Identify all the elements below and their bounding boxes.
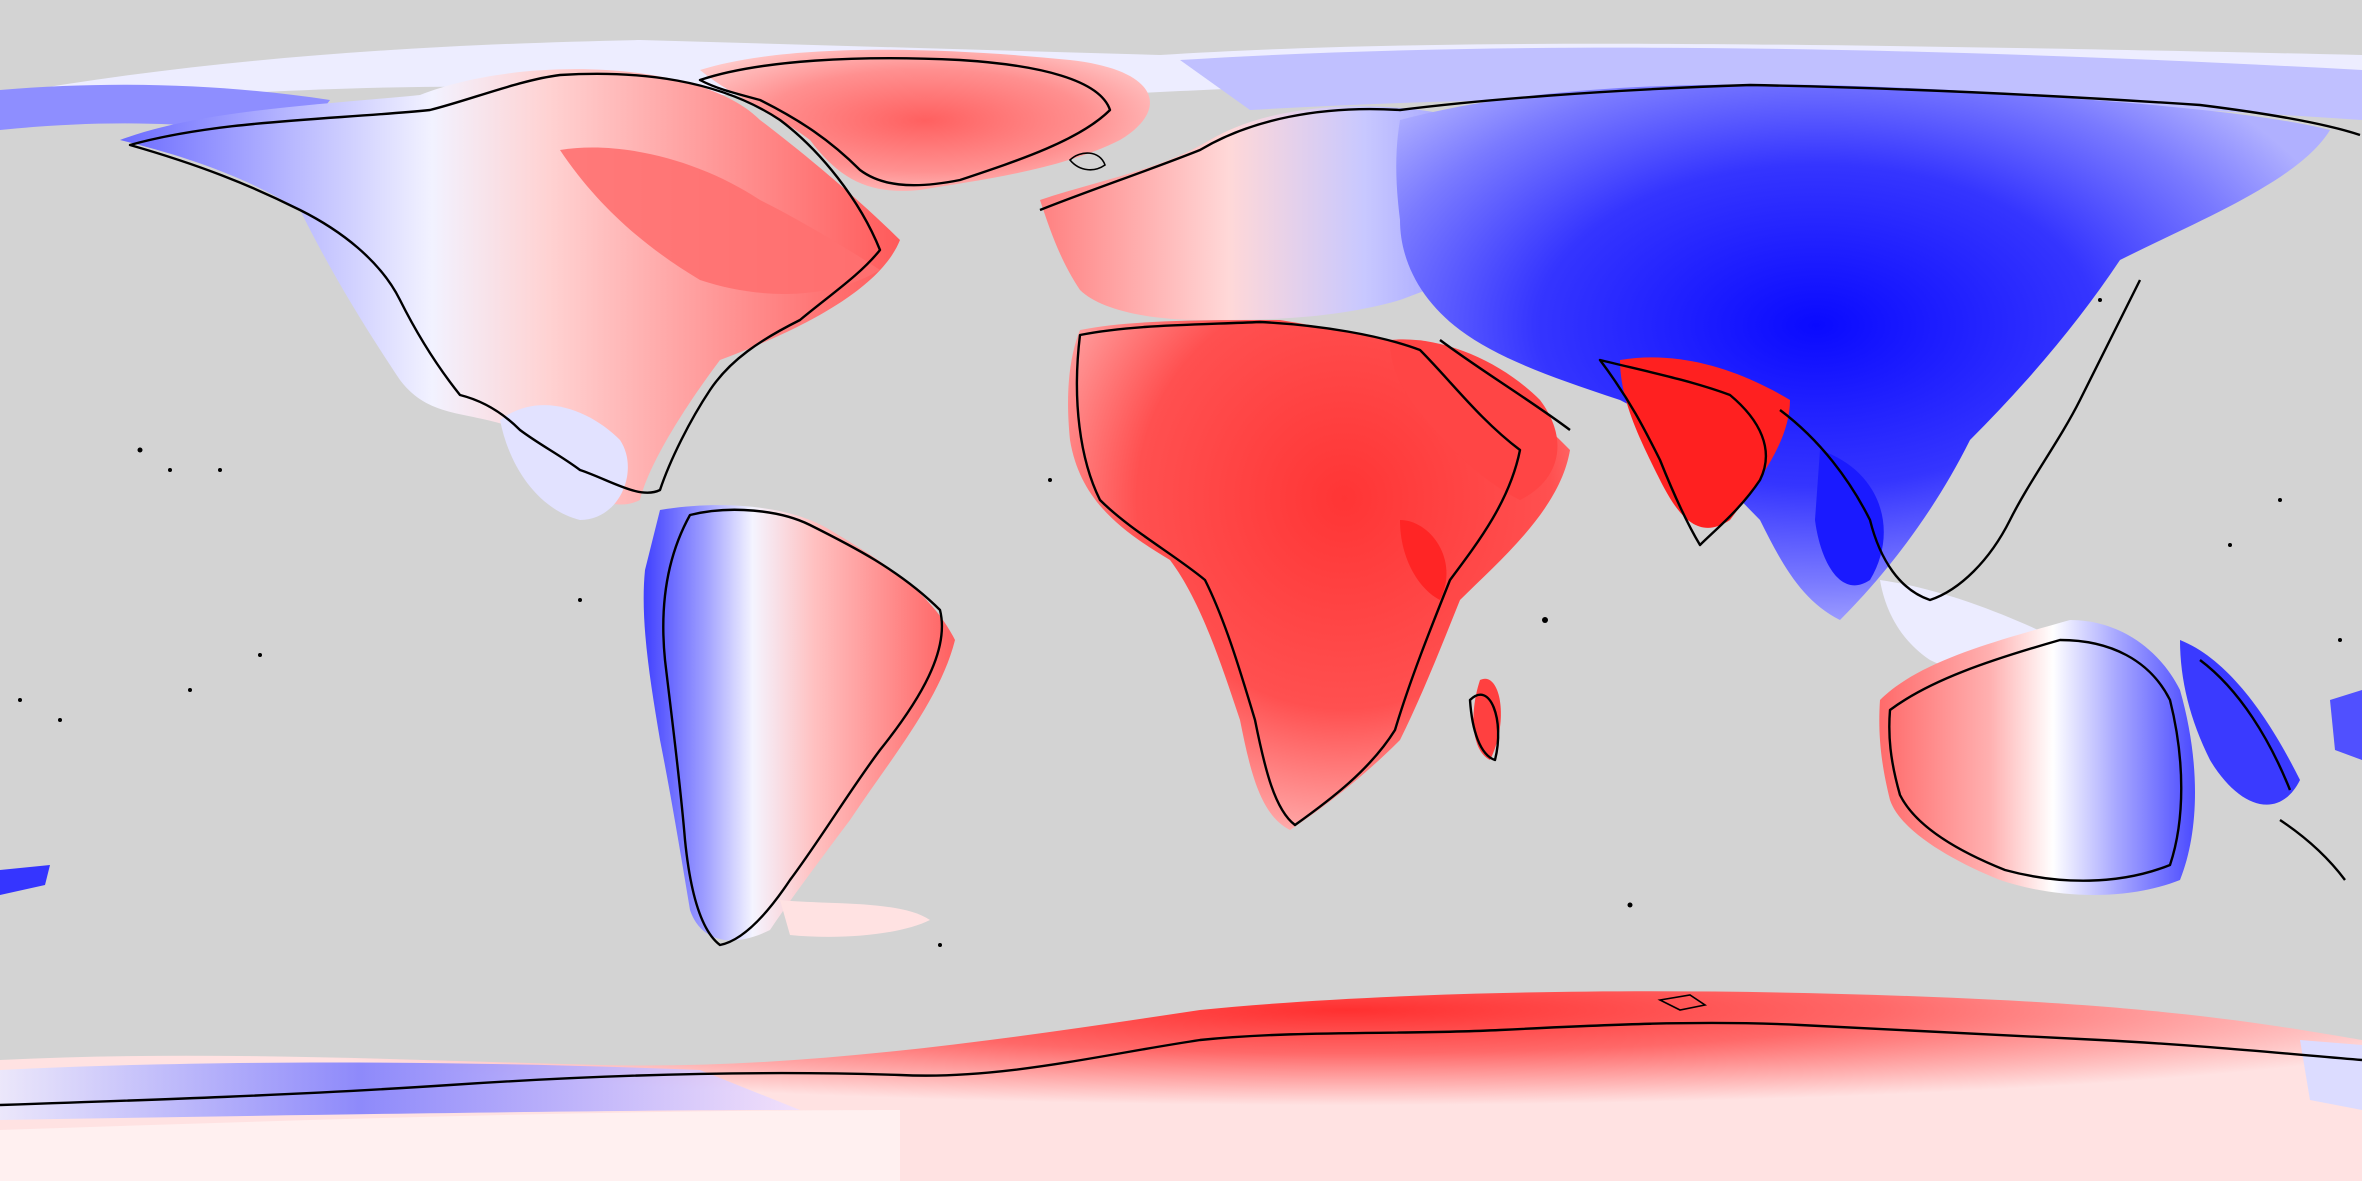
australia-field	[1879, 620, 2195, 895]
pacific-edge-patch-east	[2330, 690, 2362, 760]
pacific-edge-patch	[0, 865, 50, 895]
antarctica-field	[0, 991, 2362, 1181]
north-america-field	[120, 69, 900, 520]
coastlines	[0, 56, 2362, 1107]
africa-field	[1068, 320, 1570, 830]
south-america-field	[643, 505, 955, 941]
islands	[18, 298, 2342, 947]
greenland-field	[700, 49, 1150, 191]
